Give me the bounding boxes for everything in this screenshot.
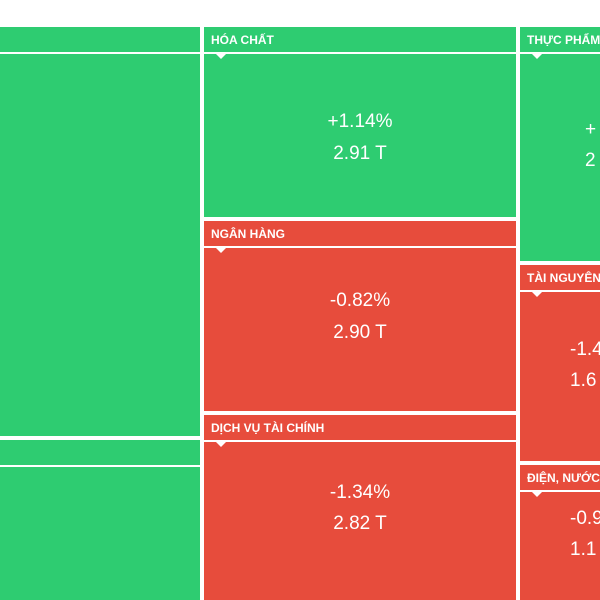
sector-value: 1.1 (570, 539, 597, 560)
sector-tile[interactable] (0, 438, 202, 600)
sector-name (0, 27, 200, 54)
sector-change: -1.34% (329, 482, 391, 503)
header-pointer-icon (532, 492, 542, 497)
sector-change: +1.14% (327, 111, 393, 132)
header-pointer-icon (532, 292, 542, 297)
sector-body (0, 467, 200, 600)
sector-change: -0.82% (329, 290, 391, 311)
sector-name: THỰC PHẨM (520, 27, 600, 54)
sector-value: 2 (585, 150, 596, 171)
sector-name: DỊCH VỤ TÀI CHÍNH (204, 415, 516, 442)
sector-change: + (585, 119, 597, 140)
sector-name (0, 440, 200, 467)
sector-name: ĐIỆN, NƯỚC & (520, 465, 600, 492)
sector-body: -1.4 1.6 (520, 292, 600, 461)
sector-tile[interactable]: DỊCH VỤ TÀI CHÍNH -1.34% 2.82 T (202, 413, 518, 600)
sector-body (0, 54, 200, 436)
sector-tile[interactable]: HÓA CHẤT +1.14% 2.91 T (202, 25, 518, 219)
sector-value: 2.91 T (333, 143, 387, 164)
sector-change: -1.4 (570, 339, 600, 360)
sector-value: 2.82 T (333, 513, 387, 534)
header-pointer-icon (216, 248, 226, 253)
sector-change: -0.9 (570, 508, 600, 529)
sector-name: HÓA CHẤT (204, 27, 516, 54)
sector-value: 1.6 (570, 370, 597, 391)
sector-body: +2 (520, 54, 600, 261)
sector-body: +1.14% 2.91 T (204, 54, 516, 217)
header-pointer-icon (532, 54, 542, 59)
sector-tile[interactable]: NGÂN HÀNG -0.82% 2.90 T (202, 219, 518, 413)
sector-value: 2.90 T (333, 322, 387, 343)
sector-body: -0.9 1.1 (520, 492, 600, 600)
sector-tile[interactable]: ĐIỆN, NƯỚC & -0.9 1.1 (518, 463, 600, 600)
header-pointer-icon (216, 54, 226, 59)
sector-body: -0.82% 2.90 T (204, 248, 516, 411)
sector-tile[interactable]: THỰC PHẨM +2 (518, 25, 600, 263)
sector-tile[interactable] (0, 25, 202, 438)
sector-body: -1.34% 2.82 T (204, 442, 516, 600)
sector-name: TÀI NGUYÊN (520, 265, 600, 292)
header-pointer-icon (216, 442, 226, 447)
sector-tile[interactable]: TÀI NGUYÊN -1.4 1.6 (518, 263, 600, 463)
sector-name: NGÂN HÀNG (204, 221, 516, 248)
